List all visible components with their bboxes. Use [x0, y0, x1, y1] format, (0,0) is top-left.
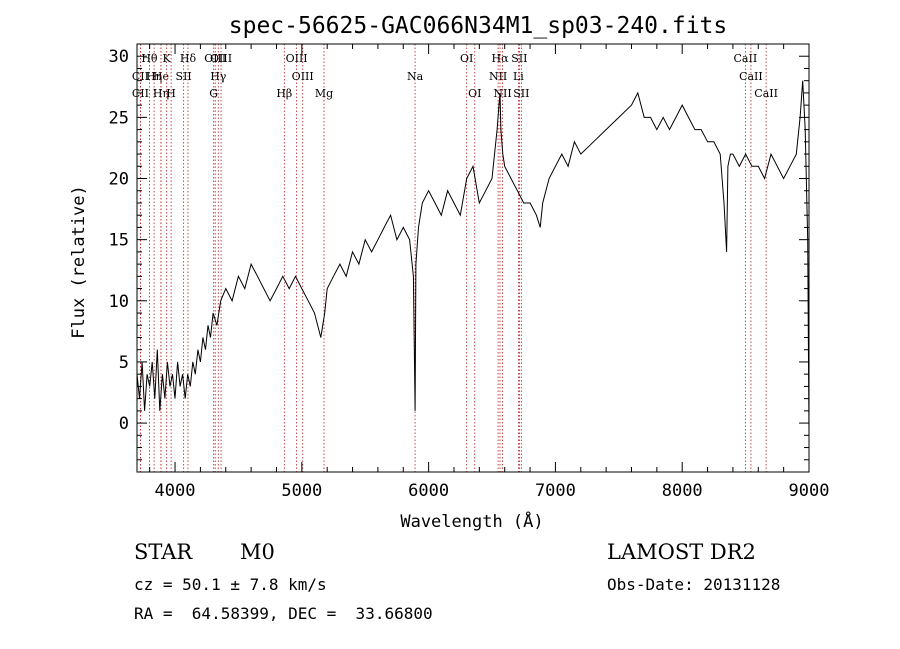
x-tick-label: 9000 — [789, 481, 830, 501]
spectral-line-label: NII — [489, 70, 507, 83]
axes: 4000 5000 6000 7000 8000 9000 0 5 10 15 20 25 30 — [109, 43, 830, 501]
spectral-line-label: OIII — [210, 52, 232, 65]
spectral-line-label: Hα — [491, 52, 509, 65]
survey-name: LAMOST DR2 — [607, 540, 756, 564]
y-tick-label: 10 — [109, 292, 129, 312]
spectral-line-label: Mg — [315, 87, 333, 100]
spectral-line-label: Hδ — [180, 52, 197, 65]
spectral-line-label: Hβ — [276, 87, 292, 100]
y-tick-label: 30 — [109, 47, 129, 67]
spectral-line-label: CaII — [739, 70, 763, 83]
spectral-line-label: SII — [176, 70, 192, 83]
object-subclass: M0 — [240, 540, 275, 564]
plot-frame — [136, 43, 810, 473]
spectral-line-label: Hθ — [141, 52, 158, 65]
y-tick-label: 0 — [119, 414, 129, 434]
spectral-line-label: Hη — [146, 70, 162, 83]
y-axis-label: Flux (relative) — [69, 185, 89, 339]
spectral-line-label: SII — [511, 52, 527, 65]
spectral-line-label: Hγ — [210, 70, 227, 83]
spectral-line-label: NII — [493, 87, 511, 100]
y-tick-label: 25 — [109, 108, 129, 128]
x-tick-label: 6000 — [408, 481, 449, 501]
chart-title: spec-56625-GAC066N34M1_sp03-240.fits — [229, 13, 728, 39]
y-tick-label: 20 — [109, 170, 129, 190]
x-tick-label: 7000 — [535, 481, 576, 501]
x-tick-label: 5000 — [281, 481, 322, 501]
object-class: STAR — [134, 540, 193, 564]
spectral-line-label: OIII — [286, 52, 308, 65]
spectral-line-label: Hη — [153, 87, 169, 100]
spectral-line-label: OI — [460, 52, 473, 65]
redshift-velocity: cz = 50.1 ± 7.8 km/s — [134, 575, 327, 594]
plot-area — [136, 80, 810, 436]
x-axis-label: Wavelength (Å) — [400, 510, 543, 532]
y-tick-label: 15 — [109, 231, 129, 251]
spectral-line-label: SII — [513, 87, 529, 100]
spectral-line-label: Na — [407, 70, 424, 83]
spectral-line-label: K — [163, 52, 172, 65]
spectral-line-label: H — [166, 87, 176, 100]
spectrum-series-line — [136, 80, 810, 436]
spectral-line-label: CaII — [734, 52, 758, 65]
coordinates: RA = 64.58399, DEC = 33.66800 — [134, 604, 433, 623]
x-tick-label: 8000 — [662, 481, 703, 501]
spectral-line-label: OIII — [292, 70, 314, 83]
spectral-line-label: CaII — [754, 87, 778, 100]
spectral-line-label: CII — [132, 87, 149, 100]
spectral-line-label: G — [209, 87, 218, 100]
x-tick-label: 4000 — [155, 481, 196, 501]
spectral-line-label: Li — [513, 70, 524, 83]
observation-date: Obs-Date: 20131128 — [607, 575, 781, 594]
spectral-line-label: OI — [468, 87, 481, 100]
y-tick-label: 5 — [119, 353, 129, 373]
